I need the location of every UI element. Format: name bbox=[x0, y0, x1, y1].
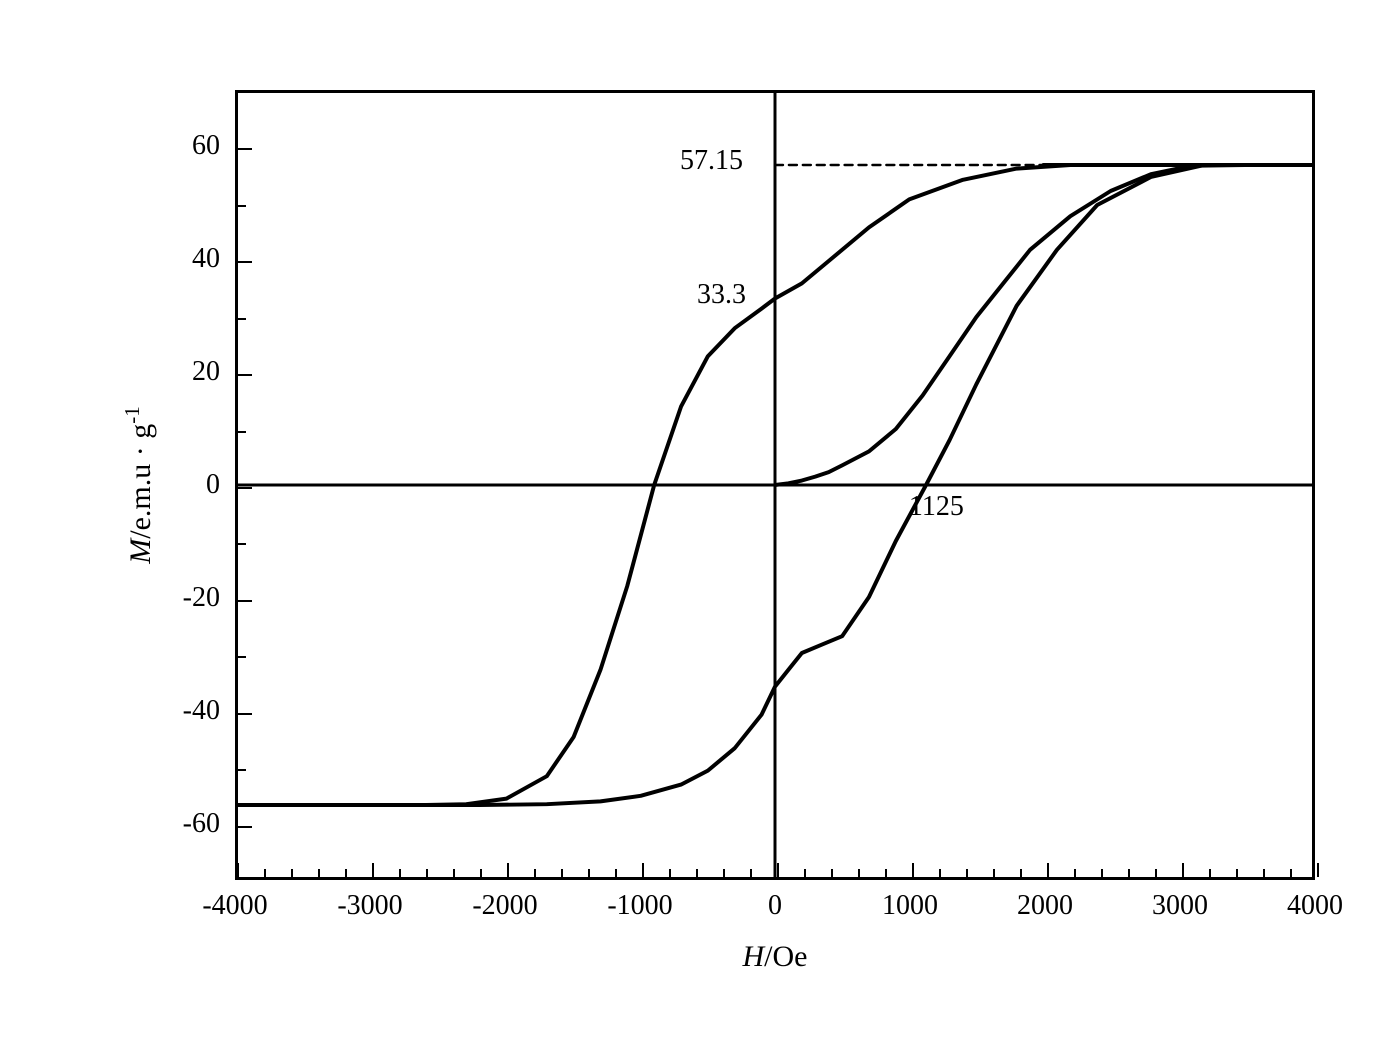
annotation-remanence: 33.3 bbox=[697, 279, 746, 311]
y-tick-label: 20 bbox=[140, 356, 220, 388]
curves-svg bbox=[238, 93, 1312, 877]
hysteresis-chart: -4000-3000-2000-100001000200030004000 -6… bbox=[235, 90, 1315, 880]
y-tick-label: 40 bbox=[140, 243, 220, 275]
annotation-saturation: 57.15 bbox=[680, 145, 743, 177]
y-axis-title: M/e.m.u · g-1 bbox=[120, 406, 158, 564]
plot-area bbox=[235, 90, 1315, 880]
x-tick-label: -1000 bbox=[607, 890, 672, 922]
x-tick-label: 0 bbox=[768, 890, 782, 922]
x-axis-title: H/Oe bbox=[743, 940, 808, 974]
y-tick-label: 60 bbox=[140, 130, 220, 162]
x-tick-label: 2000 bbox=[1017, 890, 1073, 922]
y-tick-label: -60 bbox=[140, 808, 220, 840]
y-tick-label: -20 bbox=[140, 582, 220, 614]
x-tick-label: 4000 bbox=[1287, 890, 1343, 922]
x-tick-label: -2000 bbox=[472, 890, 537, 922]
annotation-coercivity: 1125 bbox=[909, 491, 964, 523]
x-tick-label: -3000 bbox=[337, 890, 402, 922]
x-tick-label: -4000 bbox=[202, 890, 267, 922]
x-tick-label: 3000 bbox=[1152, 890, 1208, 922]
y-tick-label: -40 bbox=[140, 695, 220, 727]
x-tick-label: 1000 bbox=[882, 890, 938, 922]
